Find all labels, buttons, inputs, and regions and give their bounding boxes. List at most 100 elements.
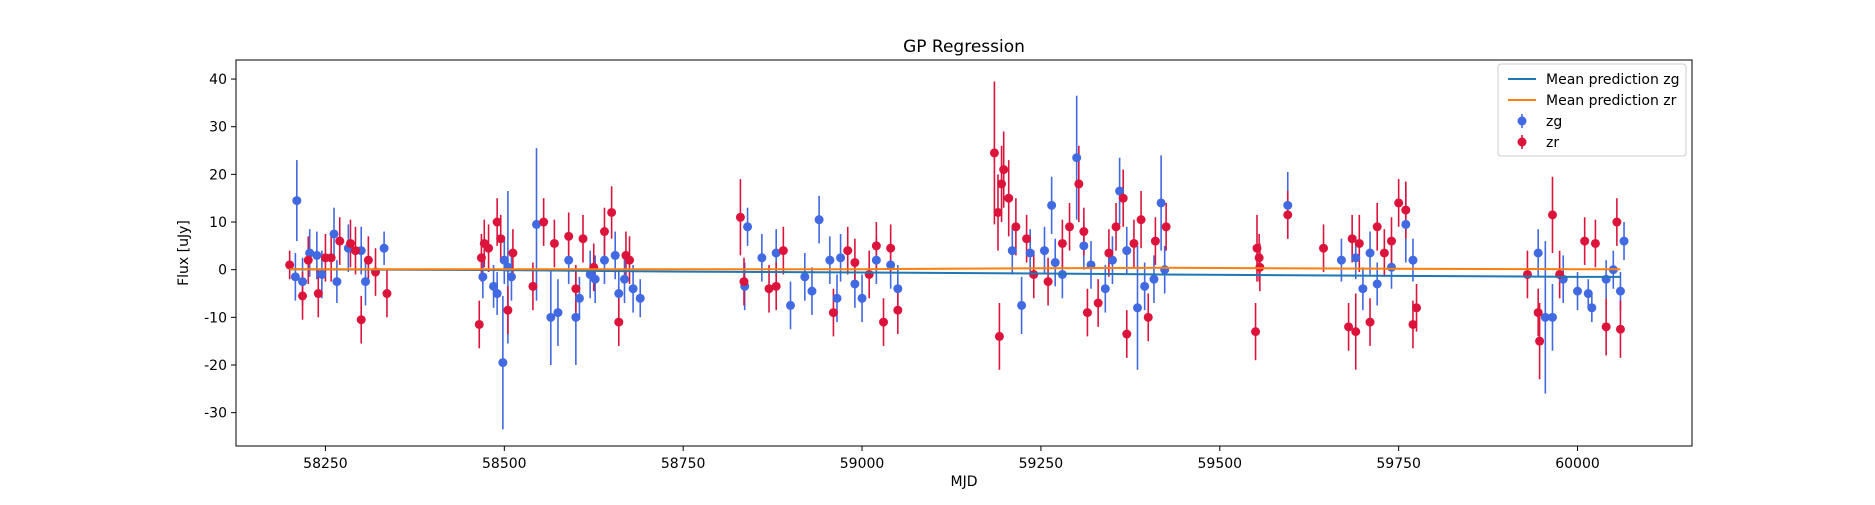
- zg-data-point: [1283, 200, 1293, 210]
- zg-data-point: [1100, 284, 1110, 294]
- zr-data-point: [1372, 222, 1382, 232]
- y-tick-label: -30: [204, 406, 227, 422]
- zg-data-point: [546, 312, 556, 322]
- chart-title: GP Regression: [903, 37, 1025, 57]
- zg-data-point: [332, 277, 342, 287]
- zr-data-point: [1408, 319, 1418, 329]
- zr-data-point: [735, 212, 745, 222]
- zr-data-point: [356, 315, 366, 325]
- zg-data-point: [599, 255, 609, 265]
- zg-data-point: [532, 219, 542, 229]
- y-tick-label: 40: [209, 72, 227, 88]
- zr-data-point: [1344, 322, 1354, 332]
- zg-data-point: [1107, 255, 1117, 265]
- zg-data-point: [1017, 300, 1027, 310]
- axis-ticks: 58250 58500 58750 59000 59250 59500 59750 60000…: [204, 72, 1600, 472]
- zg-data-point: [1372, 279, 1382, 289]
- zr-data-point: [993, 207, 1003, 217]
- zr-data-point: [1252, 243, 1262, 253]
- legend: Mean prediction zg Mean prediction zr zg zr: [1497, 63, 1687, 157]
- zg-data-point: [614, 289, 624, 299]
- y-tick-label: 30: [209, 120, 227, 136]
- legend-label-mean-prediction-zg: Mean prediction zg: [1546, 72, 1680, 88]
- zg-data-point: [850, 279, 860, 289]
- zr-data-point: [1079, 227, 1089, 237]
- zr-data-point: [539, 217, 549, 227]
- zg-data-point: [1160, 265, 1170, 275]
- y-tick-label: 10: [209, 215, 227, 231]
- zg-data-point: [379, 243, 389, 253]
- zr-data-point: [828, 308, 838, 318]
- zr-data-point: [564, 231, 574, 241]
- zg-data-point: [836, 253, 846, 263]
- zr-data-point: [1074, 179, 1084, 189]
- zr-data-point: [313, 289, 323, 299]
- zg-data-point: [492, 289, 502, 299]
- zg-data-point: [1533, 248, 1543, 258]
- zg-data-point: [1365, 248, 1375, 258]
- zr-data-point: [496, 234, 506, 244]
- zr-data-point: [1161, 222, 1171, 232]
- zr-data-point: [1347, 234, 1357, 244]
- mean-prediction-zr-line: [289, 266, 1621, 271]
- zr-data-point: [864, 269, 874, 279]
- zr-data-point: [285, 260, 295, 270]
- zr-data-point: [1580, 236, 1590, 246]
- zg-data-point: [857, 293, 867, 303]
- zr-data-point: [492, 217, 502, 227]
- zg-data-point: [571, 312, 581, 322]
- zg-data-point: [1540, 312, 1550, 322]
- zg-data-point: [635, 293, 645, 303]
- zr-data-point: [871, 241, 881, 251]
- zg-data-point: [1050, 258, 1060, 268]
- zr-data-point: [1601, 322, 1611, 332]
- zr-data-point: [599, 227, 609, 237]
- zr-data-point: [1129, 238, 1139, 248]
- zr-data-point: [1111, 222, 1121, 232]
- zr-data-point: [1401, 205, 1411, 215]
- zr-data-point: [1043, 277, 1053, 287]
- zg-data-point: [1047, 200, 1057, 210]
- zg-data-point: [1386, 262, 1396, 272]
- zg-data-point: [1156, 198, 1166, 208]
- zg-data-point: [290, 272, 300, 282]
- zg-data-point: [574, 293, 584, 303]
- zg-data-point: [1336, 255, 1346, 265]
- zg-data-point: [329, 229, 339, 239]
- zg-data-point: [1408, 255, 1418, 265]
- zg-data-point: [1587, 303, 1597, 313]
- zr-data-point: [1319, 243, 1329, 253]
- zr-data-point: [326, 253, 336, 263]
- zr-data-point: [1612, 217, 1622, 227]
- zr-data-point: [1365, 317, 1375, 327]
- zr-data-point: [1379, 248, 1389, 258]
- zr-data-point: [503, 305, 513, 315]
- zr-data-point: [303, 255, 313, 265]
- zr-data-point: [1547, 210, 1557, 220]
- zg-data-point: [1122, 246, 1132, 256]
- zr-data-point: [1590, 238, 1600, 248]
- zg-data-point: [1615, 286, 1625, 296]
- mean-prediction-zg-line: [289, 268, 1621, 278]
- zr-data-point: [1011, 222, 1021, 232]
- zg-data-point: [564, 255, 574, 265]
- zr-data-point: [476, 253, 486, 263]
- y-tick-label: 20: [209, 167, 227, 183]
- zr-data-point: [1254, 253, 1264, 263]
- zr-data-point: [484, 243, 494, 253]
- zr-data-point: [771, 281, 781, 291]
- zr-data-point: [1004, 193, 1014, 203]
- zr-data-point: [363, 255, 373, 265]
- zr-data-point: [1522, 269, 1532, 279]
- zg-data-point: [498, 358, 508, 368]
- zg-data-point: [317, 269, 327, 279]
- zr-data-point: [879, 317, 889, 327]
- zr-data-point: [508, 248, 518, 258]
- zr-data-point: [1412, 303, 1422, 313]
- zr-data-point: [1057, 238, 1067, 248]
- zr-data-point: [843, 246, 853, 256]
- zg-data-point: [1140, 281, 1150, 291]
- x-tick-label: 58250: [303, 456, 348, 472]
- zg-data-point: [743, 222, 753, 232]
- zg-data-point: [628, 284, 638, 294]
